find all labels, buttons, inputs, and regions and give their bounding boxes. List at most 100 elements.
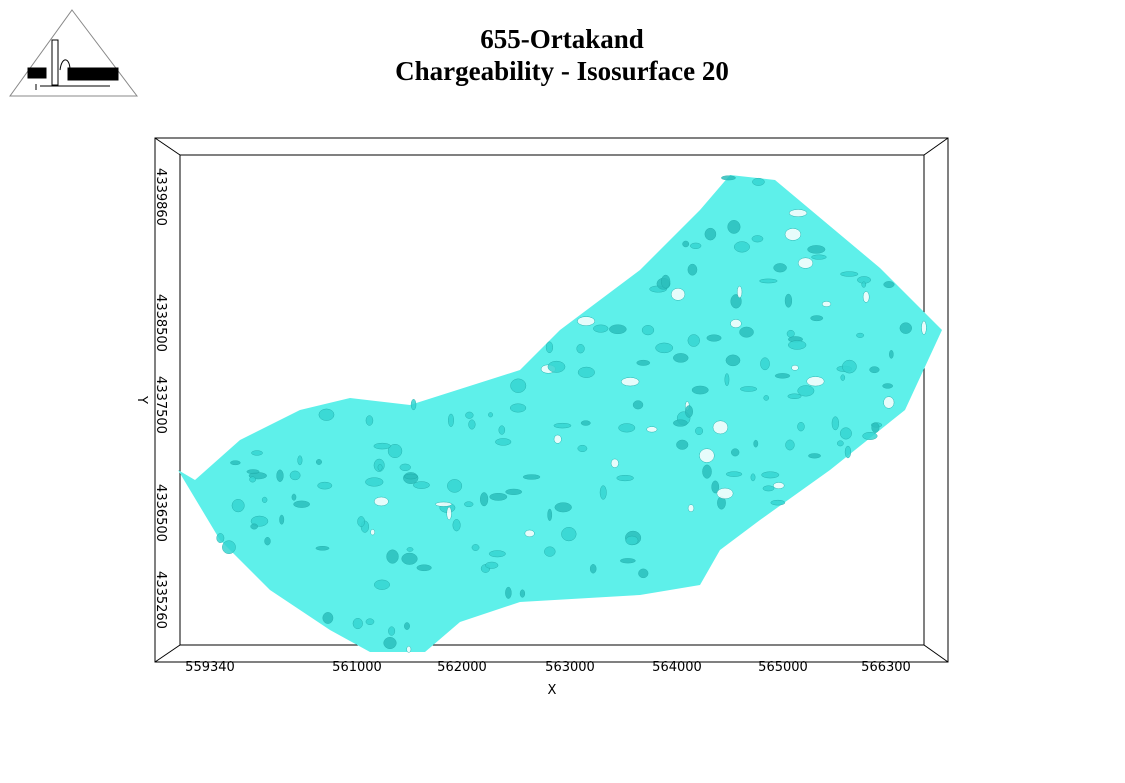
surface-blob [505, 488, 523, 495]
surface-blob [519, 589, 526, 598]
surface-blob [577, 316, 596, 326]
x-tick-label: 563000 [545, 660, 595, 675]
surface-blob [413, 481, 430, 489]
surface-blob [373, 579, 390, 590]
surface-blob [291, 493, 297, 501]
surface-blob [673, 419, 688, 427]
surface-blob [733, 241, 750, 253]
surface-blob [687, 263, 698, 276]
surface-blob [725, 354, 741, 367]
surface-blob [797, 421, 805, 432]
surface-blob [479, 492, 489, 507]
surface-blob [401, 552, 418, 565]
surface-blob [553, 434, 562, 444]
x-tick-label: 565000 [758, 660, 808, 675]
surface-blob [468, 419, 476, 430]
surface-blob [797, 257, 814, 269]
surface-blob [510, 378, 527, 393]
surface-blob [464, 501, 474, 508]
surface-blob [762, 485, 775, 492]
title: 655-Ortakand [480, 24, 644, 54]
surface-blob [740, 386, 758, 392]
surface-blob [774, 373, 791, 379]
surface-blob [716, 487, 734, 500]
x-axis-label: X [548, 683, 557, 698]
surface-blob [261, 496, 268, 503]
x-tick-label: 566300 [861, 660, 911, 675]
surface-blob [471, 544, 480, 551]
surface-blob [807, 245, 826, 254]
surface-blob [721, 175, 736, 181]
surface-blob [547, 360, 566, 373]
surface-blob [704, 227, 717, 241]
surface-blob [222, 540, 236, 555]
y-tick-label: 4335260 [153, 571, 168, 629]
surface-blob [687, 334, 700, 347]
surface-blob [231, 499, 245, 513]
surface-blob [808, 453, 821, 459]
surface-blob [632, 400, 644, 410]
y-tick-label: 4337500 [153, 376, 168, 434]
surface-blob [250, 523, 258, 530]
surface-blob [577, 366, 595, 378]
surface-blob [403, 473, 418, 480]
surface-blob [883, 281, 895, 288]
surface-blob [352, 617, 363, 630]
surface-blob [763, 395, 770, 401]
surface-blob [279, 514, 285, 525]
surface-blob [861, 281, 867, 288]
surface-blob [447, 479, 463, 493]
surface-blob [246, 469, 260, 475]
surface-blob [831, 416, 840, 431]
surface-blob [787, 393, 802, 399]
surface-blob [485, 561, 499, 569]
surface-blob [773, 263, 787, 273]
surface-blob [670, 287, 686, 301]
surface-blob [404, 622, 410, 630]
surface-blob [840, 271, 859, 277]
surface-blob [365, 415, 374, 426]
surface-blob [785, 439, 795, 451]
surface-blob [711, 480, 720, 494]
surface-blob [702, 464, 712, 479]
surface-blob [673, 353, 689, 363]
surface-blob [505, 586, 512, 599]
surface-blob [377, 464, 383, 471]
surface-blob [452, 519, 461, 532]
surface-blob [882, 383, 893, 389]
surface-blob [811, 254, 827, 260]
surface-blob [373, 496, 389, 507]
surface-blob [636, 359, 651, 366]
surface-blob [495, 438, 512, 446]
surface-blob [610, 458, 619, 468]
surface-blob [383, 637, 397, 649]
surface-blob [641, 325, 655, 336]
surface-blob [727, 220, 741, 234]
surface-blob [752, 177, 765, 186]
surface-blob [577, 444, 588, 453]
surface-blob [293, 500, 310, 508]
surface-blob [761, 471, 780, 479]
surface-blob [373, 442, 391, 450]
surface-blob [791, 364, 799, 371]
surface-blob [522, 474, 541, 480]
surface-blob [399, 463, 411, 471]
surface-blob [322, 612, 334, 624]
surface-blob [712, 420, 729, 435]
surface-blob [730, 319, 742, 329]
surface-blob [589, 564, 597, 574]
surface-blob [315, 546, 330, 551]
surface-blob [318, 408, 335, 421]
surface-blob [416, 564, 432, 572]
surface-blob [821, 301, 832, 307]
surface-blob [315, 459, 322, 465]
y-axis-label: Y [134, 395, 149, 404]
surface-blob [844, 445, 852, 459]
surface-blob [251, 450, 263, 456]
x-tick-label: 562000 [437, 660, 487, 675]
surface-blob [784, 293, 793, 308]
surface-blob [784, 228, 802, 241]
subtitle: Chargeability - Isosurface 20 [395, 56, 729, 86]
surface-blob [544, 546, 556, 557]
surface-blob [921, 320, 927, 335]
